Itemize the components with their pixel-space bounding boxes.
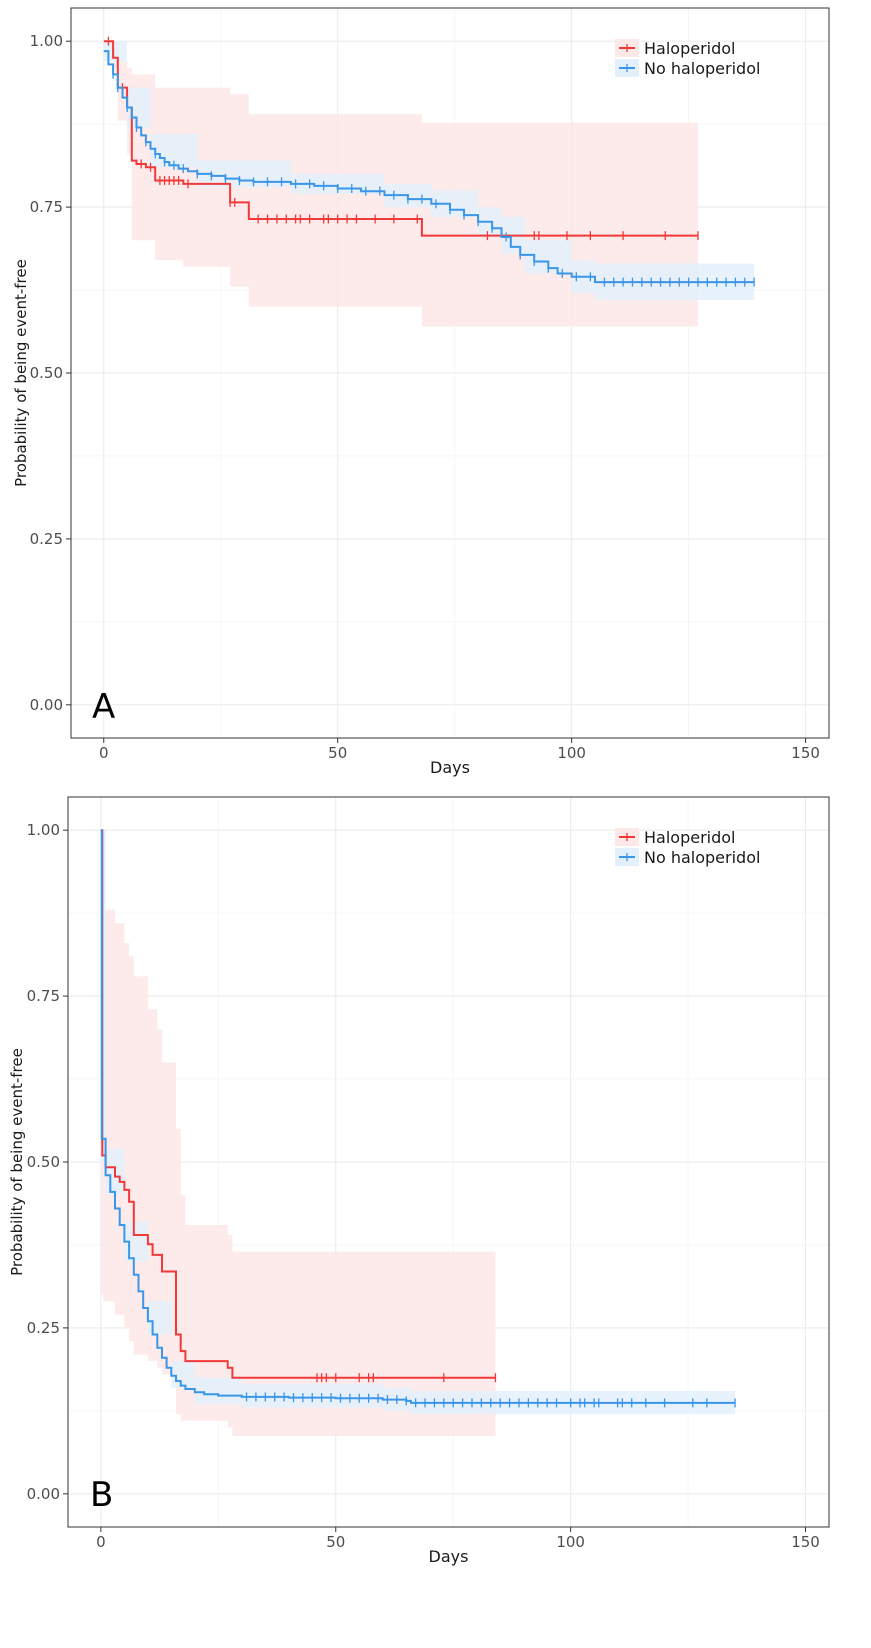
censor-marks-haloperidol [316,1373,497,1383]
x-tick-label: 100 [557,744,586,762]
y-tick-label: 0.00 [27,1485,60,1503]
y-tick-label: 1.00 [27,821,60,839]
x-tick-label: 50 [326,1533,345,1551]
survival-line-no-haloperidol [103,50,755,284]
censor-marks-haloperidol [107,36,699,241]
chart-panel-a: 0 50 100 150 0.00 0.25 0.50 0.75 1.00 Days Probabi… [12,7,830,777]
y-tick-label: 0.75 [27,987,60,1005]
x-tick-label: 150 [791,744,820,762]
x-tick-label: 0 [99,744,109,762]
legend-label-haloperidol: Haloperidol [644,39,735,58]
y-tick-label: 0.25 [27,1319,60,1337]
y-axis-title: Probability of being event-free [8,1048,26,1276]
censor-marks-no-haloperidol [245,1392,736,1408]
legend-label-no-haloperidol: No haloperidol [644,59,760,78]
x-axis-title: Days [430,758,470,777]
legend-label-no-haloperidol: No haloperidol [644,848,760,867]
legend-label-haloperidol: Haloperidol [644,828,735,847]
survival-line-no-haloperidol [100,829,735,1404]
censor-marks-no-haloperidol [112,69,755,287]
panel-label: A [92,687,115,727]
panel-label: B [90,1475,113,1515]
x-tick-label: 50 [328,744,347,762]
y-tick-label: 0.25 [30,530,63,548]
x-axis-title: Days [429,1547,469,1566]
chart-panel-b: 0 50 100 150 0.00 0.25 0.50 0.75 1.00 Days Probabi… [8,796,830,1566]
y-tick-label: 1.00 [30,32,63,50]
x-tick-label: 100 [556,1533,585,1551]
confidence-band-no-haloperidol [103,41,755,300]
confidence-band-haloperidol [100,830,496,1437]
y-tick-label: 0.00 [30,696,63,714]
y-tick-label: 0.50 [30,364,63,382]
x-tick-label: 150 [791,1533,820,1551]
y-tick-label: 0.50 [27,1153,60,1171]
y-tick-label: 0.75 [30,198,63,216]
x-tick-label: 0 [96,1533,106,1551]
survival-line-haloperidol [100,829,496,1379]
y-axis-title: Probability of being event-free [12,259,30,487]
